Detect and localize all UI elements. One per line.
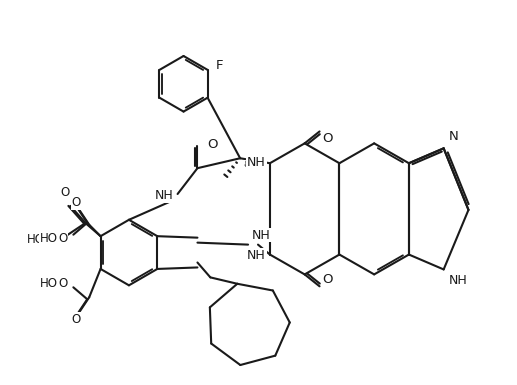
Text: NH: NH [154,189,173,203]
Text: HO: HO [26,233,44,246]
Text: NH: NH [449,275,467,288]
Text: O: O [323,132,333,145]
Text: O: O [72,196,81,209]
Text: O: O [47,233,56,246]
Text: NH: NH [247,156,266,169]
Text: HO: HO [39,277,57,290]
Text: O: O [207,138,218,151]
Text: &1: &1 [243,160,256,169]
Text: F: F [216,59,223,72]
Text: NH: NH [252,229,271,242]
Text: HO: HO [39,232,57,245]
Text: NH: NH [247,249,266,262]
Text: O: O [58,232,67,245]
Text: O: O [61,186,70,199]
Text: N: N [449,131,459,143]
Text: O: O [323,273,333,286]
Text: O: O [72,313,81,326]
Text: O: O [58,277,67,290]
